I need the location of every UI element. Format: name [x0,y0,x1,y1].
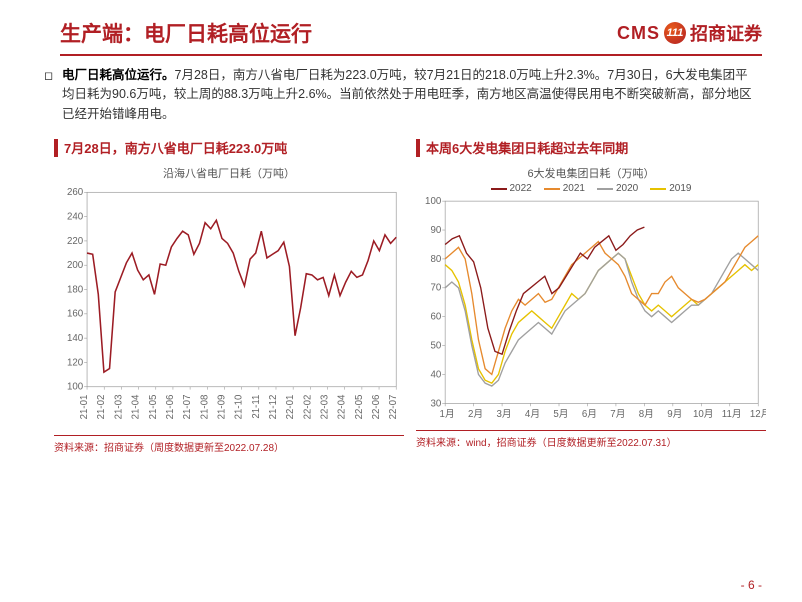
legend-swatch [650,188,666,190]
svg-text:120: 120 [67,357,84,368]
chart-right-inner-title: 6大发电集团日耗（万吨） [416,165,766,181]
legend-label: 2022 [510,183,532,194]
legend-label: 2019 [669,183,691,194]
svg-text:1月: 1月 [440,408,455,420]
svg-text:22-02: 22-02 [302,395,313,420]
lead-text: 电厂日耗高位运行。 [62,68,175,82]
svg-text:21-10: 21-10 [234,394,245,419]
chart-left-panel-title: 7月28日，南方八省电厂日耗223.0万吨 [64,138,287,157]
header-divider [60,54,762,56]
legend-item: 2021 [544,183,585,194]
svg-text:70: 70 [430,283,441,294]
svg-text:100: 100 [67,382,84,393]
legend-label: 2021 [563,183,585,194]
page-title: 生产端：电厂日耗高位运行 [60,18,312,48]
svg-text:21-08: 21-08 [199,395,210,420]
svg-text:11月: 11月 [722,408,742,420]
svg-text:8月: 8月 [639,408,654,420]
svg-text:2月: 2月 [468,408,483,420]
svg-text:21-09: 21-09 [216,395,227,420]
svg-text:21-11: 21-11 [251,395,262,419]
chart-right-panel-title: 本周6大发电集团日耗超过去年同期 [426,138,628,157]
legend-swatch [491,188,507,190]
svg-text:9月: 9月 [667,408,682,420]
svg-text:5月: 5月 [553,408,568,420]
logo-cn-text: 招商证券 [690,20,762,46]
legend-swatch [597,188,613,190]
svg-text:6月: 6月 [582,408,597,420]
svg-text:30: 30 [430,398,441,409]
chart-right-source: 资料来源：wind，招商证券（日度数据更新至2022.07.31） [416,430,766,449]
svg-text:180: 180 [67,285,84,296]
page-number: - 6 - [741,578,762,592]
svg-text:21-04: 21-04 [131,394,142,419]
logo-cms-text: CMS [617,23,660,44]
svg-text:21-06: 21-06 [165,395,176,420]
svg-text:260: 260 [67,187,84,198]
logo-icon: 111 [664,22,686,44]
legend-swatch [544,188,560,190]
accent-bar-icon [54,139,58,157]
svg-text:21-02: 21-02 [96,395,107,420]
svg-text:21-07: 21-07 [182,395,193,420]
svg-text:240: 240 [67,212,84,223]
svg-text:4月: 4月 [525,408,540,420]
svg-text:160: 160 [67,309,84,320]
chart-right-svg: 30 40 50 60 70 80 90 100 1月 2月 3月 4月 5月 6月 7月 8月 9月 10月 11… [416,194,766,428]
chart-left-panel: 7月28日，南方八省电厂日耗223.0万吨 沿海八省电厂日耗（万吨） 100 12… [54,138,404,454]
svg-text:21-12: 21-12 [268,395,279,420]
svg-text:22-04: 22-04 [337,394,348,419]
svg-text:22-03: 22-03 [320,395,331,420]
svg-text:21-05: 21-05 [148,395,159,420]
svg-text:200: 200 [67,260,84,271]
legend-item: 2022 [491,183,532,194]
svg-text:40: 40 [430,370,441,381]
svg-text:3月: 3月 [496,408,511,420]
svg-text:140: 140 [67,333,84,344]
bullet-icon: ◻ [44,68,53,85]
svg-text:10月: 10月 [693,408,714,420]
legend-item: 2019 [650,183,691,194]
body-paragraph: ◻ 电厂日耗高位运行。7月28日，南方八省电厂日耗为223.0万吨，较7月21日… [0,66,802,124]
svg-text:100: 100 [425,196,442,207]
chart-left-inner-title: 沿海八省电厂日耗（万吨） [54,165,404,181]
accent-bar-icon [416,139,420,157]
svg-text:50: 50 [430,341,441,352]
svg-text:220: 220 [67,236,84,247]
svg-text:22-01: 22-01 [285,395,296,420]
svg-text:22-05: 22-05 [354,395,365,420]
svg-text:22-07: 22-07 [388,395,399,420]
chart-left-svg: 100 120 140 160 180 200 220 240 260 21-01 21-02 21-… [54,183,404,433]
svg-text:60: 60 [430,312,441,323]
brand-logo: CMS 111 招商证券 [617,20,762,46]
svg-text:21-01: 21-01 [79,395,90,420]
chart-right-panel: 本周6大发电集团日耗超过去年同期 6大发电集团日耗（万吨） 2022202120… [416,138,766,454]
svg-text:22-06: 22-06 [371,395,382,420]
svg-text:80: 80 [430,254,441,265]
chart-left-source: 资料来源：招商证券（周度数据更新至2022.07.28） [54,435,404,454]
legend-item: 2020 [597,183,638,194]
svg-text:90: 90 [430,225,441,236]
svg-text:12月: 12月 [750,408,766,420]
svg-text:21-03: 21-03 [113,395,124,420]
svg-text:7月: 7月 [610,408,625,420]
legend-label: 2020 [616,183,638,194]
chart-right-legend: 2022 2021 2020 2019 [416,183,766,194]
